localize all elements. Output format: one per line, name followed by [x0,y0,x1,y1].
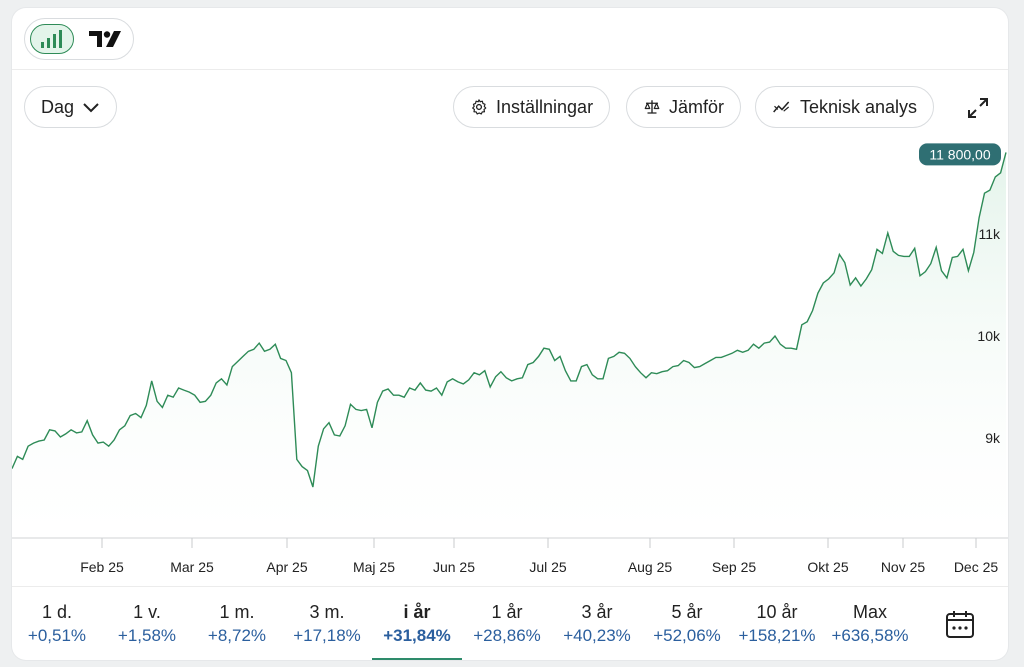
period-tab-label: 1 v. [133,602,161,622]
price-line [12,152,1007,488]
x-tick-label: Jun 25 [433,559,475,575]
period-tab[interactable]: 3 år +40,23% [552,587,642,660]
chart-view-button[interactable] [30,24,74,54]
period-tab[interactable]: 1 år +28,86% [462,587,552,660]
chevron-down-icon [83,103,99,113]
calendar-icon [946,611,974,638]
x-tick-label: Jul 25 [529,559,567,575]
fullscreen-button[interactable] [964,94,992,122]
period-tab-label: 10 år [756,602,798,622]
period-tab-change: +0,51% [27,626,87,645]
tradingview-view-button[interactable] [83,24,127,54]
price-area [12,152,1006,538]
last-value-text: 11 800,00 [929,146,990,162]
period-tab-label: 1 d. [41,602,73,622]
period-tab-label: 3 m. [309,602,345,622]
period-tab-label: i år [403,602,431,622]
y-tick-label: 10k [977,328,1001,344]
gear-icon [472,99,487,115]
period-tab-change: +31,84% [383,626,451,645]
period-tab-label: 1 år [491,602,523,622]
period-tab[interactable]: Max +636,58% [825,587,915,660]
interval-dropdown[interactable]: Dag [24,86,118,128]
period-tab-label: 5 år [671,602,703,622]
period-tab[interactable]: 3 m. +17,18% [282,587,372,660]
last-value-badge: 11 800,00 [919,143,1001,166]
period-tab-label: 3 år [581,602,613,622]
period-tab[interactable]: 1 m. +8,72% [192,587,282,660]
interval-label: Dag [41,96,75,117]
period-tab-label: Max [852,602,887,622]
x-tick-label: Okt 25 [807,559,848,575]
period-tab-change: +8,72% [207,626,267,645]
x-tick-label: Aug 25 [628,559,673,575]
technical-analysis-button[interactable]: Teknisk analys [755,86,935,128]
settings-button[interactable]: Inställningar [453,86,611,128]
compare-button[interactable]: Jämför [626,86,742,128]
period-tab-change: +28,86% [473,626,541,645]
y-tick-label: 9k [985,430,1001,446]
x-tick-label: Maj 25 [353,559,395,575]
period-tab[interactable]: i år +31,84% [372,587,462,660]
x-tick-label: Sep 25 [712,559,757,575]
tradingview-logo-icon [89,31,121,47]
x-tick-label: Apr 25 [266,559,307,575]
view-toolbar [12,8,1008,70]
period-tab-change: +40,23% [563,626,631,645]
compare-label: Jämför [669,96,725,117]
period-tabs: 1 d. +0,51% 1 v. +1,58% 1 m. +8,72% 3 m. +17,18… [12,586,1008,660]
calendar-button[interactable] [940,604,980,644]
chart-card: Dag Inställningar Jämför Teknisk analys [12,8,1008,660]
bar-chart-icon [41,30,62,48]
period-tab[interactable]: 1 d. +0,51% [12,587,102,660]
technical-analysis-label: Teknisk analys [800,96,918,117]
expand-icon [968,98,988,118]
period-tab-change: +52,06% [653,626,721,645]
period-tab-change: +158,21% [738,626,816,645]
period-tab-label: 1 m. [219,602,255,622]
period-tab[interactable]: 1 v. +1,58% [102,587,192,660]
period-tab[interactable]: 10 år +158,21% [732,587,822,660]
active-tab-indicator [372,658,462,660]
period-tab-change: +17,18% [293,626,361,645]
y-tick-label: 11k [978,226,1001,242]
view-toggle [24,18,134,60]
trend-line-icon [773,101,790,113]
x-tick-label: Mar 25 [170,559,214,575]
period-tab-change: +1,58% [117,626,177,645]
period-tab-change: +636,58% [831,626,909,645]
period-tab[interactable]: 5 år +52,06% [642,587,732,660]
scale-icon [644,100,660,114]
x-tick-label: Nov 25 [881,559,926,575]
x-tick-label: Dec 25 [954,559,999,575]
x-tick-label: Feb 25 [80,559,124,575]
settings-label: Inställningar [496,96,594,117]
price-chart[interactable]: 9k 10k 11k Feb 25 Mar 25 Apr 25 Maj 25 Jun 25 J… [12,138,1008,586]
